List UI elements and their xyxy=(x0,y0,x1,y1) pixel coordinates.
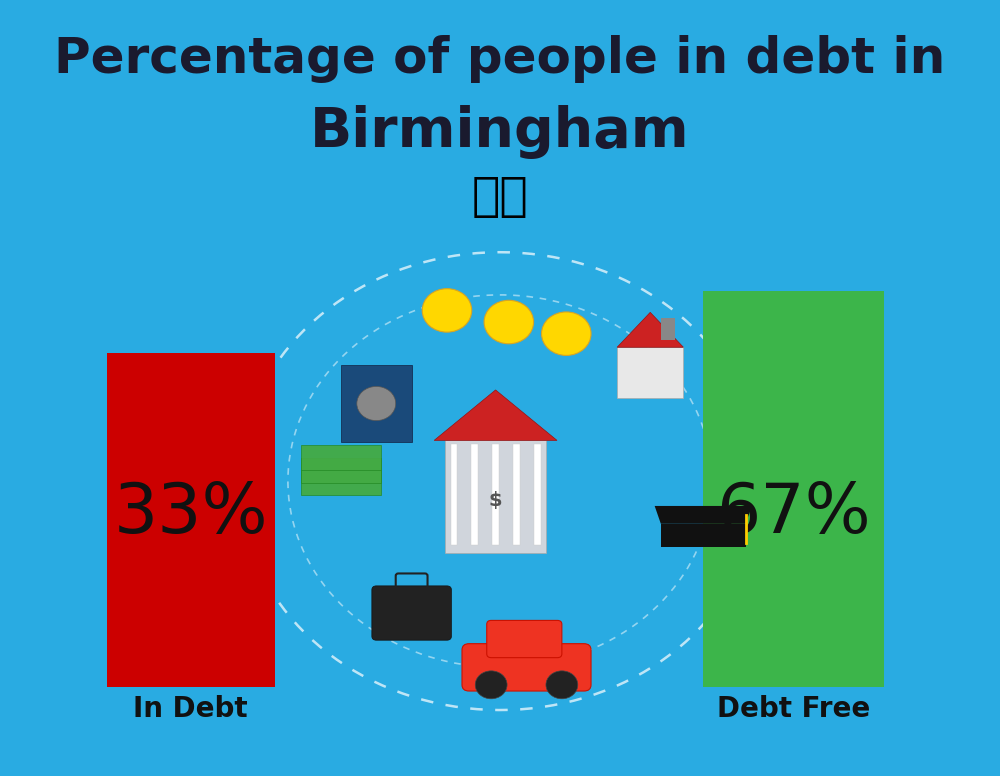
FancyBboxPatch shape xyxy=(301,470,381,495)
Text: $: $ xyxy=(489,491,502,510)
Polygon shape xyxy=(655,506,752,524)
FancyBboxPatch shape xyxy=(471,444,478,545)
FancyBboxPatch shape xyxy=(492,444,499,545)
FancyBboxPatch shape xyxy=(462,644,591,691)
Circle shape xyxy=(475,670,507,698)
Text: Birmingham: Birmingham xyxy=(310,105,690,159)
FancyBboxPatch shape xyxy=(703,291,884,687)
FancyBboxPatch shape xyxy=(451,444,457,545)
FancyBboxPatch shape xyxy=(341,365,412,442)
FancyBboxPatch shape xyxy=(107,353,275,687)
Text: Percentage of people in debt in: Percentage of people in debt in xyxy=(54,35,946,83)
Circle shape xyxy=(422,289,472,332)
FancyBboxPatch shape xyxy=(445,441,546,553)
Text: 67%: 67% xyxy=(716,480,871,547)
FancyBboxPatch shape xyxy=(487,621,562,658)
FancyBboxPatch shape xyxy=(661,318,675,340)
Circle shape xyxy=(546,670,578,698)
FancyBboxPatch shape xyxy=(301,458,381,483)
Circle shape xyxy=(357,386,396,421)
Text: In Debt: In Debt xyxy=(133,695,248,722)
Polygon shape xyxy=(434,390,557,441)
Circle shape xyxy=(484,300,534,344)
FancyBboxPatch shape xyxy=(617,348,683,397)
Text: 🇬🇧: 🇬🇧 xyxy=(472,175,528,220)
FancyBboxPatch shape xyxy=(513,444,520,545)
FancyBboxPatch shape xyxy=(372,586,451,640)
FancyBboxPatch shape xyxy=(661,524,746,547)
Text: Debt Free: Debt Free xyxy=(717,695,870,722)
Text: 33%: 33% xyxy=(113,480,268,547)
Polygon shape xyxy=(617,312,683,348)
Circle shape xyxy=(542,312,591,355)
FancyBboxPatch shape xyxy=(301,445,381,470)
FancyBboxPatch shape xyxy=(534,444,541,545)
